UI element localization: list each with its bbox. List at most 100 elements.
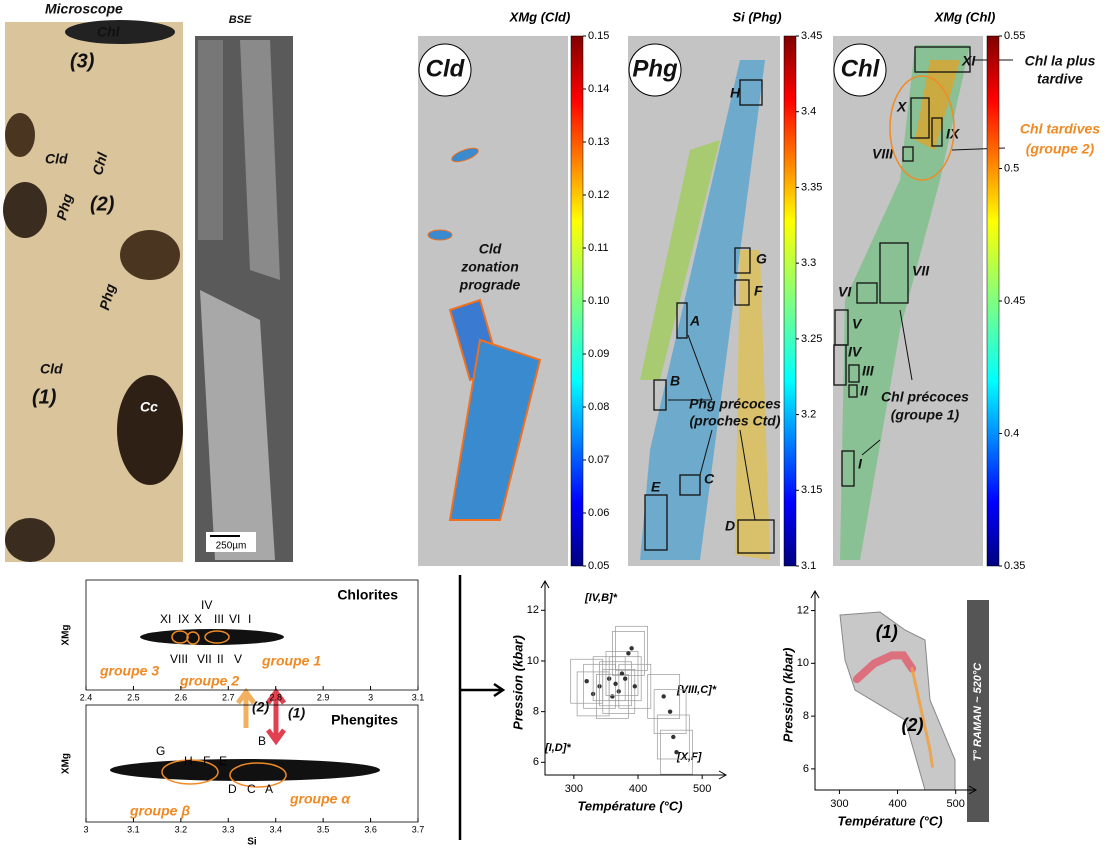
pt-field <box>839 611 956 791</box>
x-tick-label: 2.4 <box>80 692 93 702</box>
colorbar-tick-label: 3.15 <box>801 484 822 496</box>
point <box>613 681 618 686</box>
zone-box <box>734 247 751 274</box>
grain <box>200 290 275 560</box>
zone-label: IV <box>848 344 863 360</box>
y-tick-label: 10 <box>527 655 539 667</box>
x-tick-label: 2.6 <box>175 692 188 702</box>
zone-label: F <box>754 283 763 299</box>
point <box>674 749 679 755</box>
zone-box <box>734 279 750 306</box>
grain <box>3 182 47 238</box>
label: A <box>265 782 273 796</box>
axis <box>814 592 975 791</box>
x-tick-label: 400 <box>888 798 906 810</box>
group-ellipse <box>889 75 955 181</box>
arrow <box>265 687 287 746</box>
label: [X,F] <box>676 751 702 763</box>
y-tick-label: 8 <box>533 706 539 718</box>
microscope-panel: Microscope Chl (3) Cld Chl (2) Phg Phg C… <box>3 1 183 562</box>
colorbar-tick-label: 0.14 <box>588 83 609 95</box>
y-tick-label: 6 <box>803 763 809 775</box>
annotation: Chl la plus <box>1025 53 1096 69</box>
plot-title: Chlorites <box>337 587 398 603</box>
y-tick-label: 12 <box>527 604 539 616</box>
pt-box <box>653 689 687 734</box>
y-axis-label: XMg <box>61 753 72 774</box>
arrow <box>235 687 257 728</box>
zone-box <box>679 474 701 496</box>
pt-box <box>615 625 648 671</box>
pt-box <box>660 729 693 775</box>
zone-label: XI <box>961 53 976 69</box>
colorbar-tick-label: 0.4 <box>1004 427 1019 439</box>
label: C <box>247 782 256 796</box>
pt-path <box>852 651 917 684</box>
grain <box>915 60 960 150</box>
axis-arrow <box>540 579 728 780</box>
annotation: (groupe 2) <box>1026 141 1095 157</box>
panel-title: Microscope <box>45 1 123 17</box>
annotation: tardive <box>1037 71 1083 87</box>
colorbar-tick-label: 0.10 <box>588 295 609 307</box>
label: II <box>217 652 224 666</box>
y-tick-label: 8 <box>803 710 809 722</box>
colorbar-tick-label: 0.08 <box>588 401 609 413</box>
arrow <box>458 575 506 840</box>
colorbar-tick-label: 3.25 <box>801 333 822 345</box>
zone-box <box>737 519 775 554</box>
zone-label: VIII <box>872 146 894 162</box>
group-ellipses <box>161 630 287 788</box>
colorbar-tick-label: 3.2 <box>801 408 816 420</box>
grain <box>640 60 765 560</box>
label: Phg <box>96 282 118 312</box>
zone-box <box>676 302 688 339</box>
pt-path <box>910 667 934 768</box>
pt-box <box>618 663 652 709</box>
label: V <box>234 652 242 666</box>
colorbar-title: XMg (Cld) <box>509 9 571 24</box>
pt-box <box>612 631 645 676</box>
y-axis-label: Pression (kbar) <box>780 648 795 743</box>
y-axis-label: XMg <box>61 624 72 645</box>
colorbar-tick-label: 3.35 <box>801 181 822 193</box>
zone-label: D <box>725 518 735 534</box>
colorbar-title: Si (Phg) <box>732 9 781 24</box>
grain <box>117 375 183 485</box>
colorbar-tick-label: 0.45 <box>1004 295 1025 307</box>
pt-box <box>647 674 681 719</box>
point <box>610 694 615 699</box>
label: (1) <box>32 386 57 408</box>
x-tick-label: 2.9 <box>317 692 330 702</box>
point-cloud <box>110 759 380 781</box>
x-axis-label: Si <box>247 837 257 846</box>
label: [IV,B]* <box>584 592 618 604</box>
badge <box>833 43 887 97</box>
x-tick-label: 300 <box>565 783 583 795</box>
zone-box <box>653 379 667 411</box>
label: B <box>258 734 266 748</box>
label: VI <box>229 612 240 626</box>
point <box>671 734 676 740</box>
x-tick-label: 500 <box>693 783 711 795</box>
zone-label: B <box>670 373 680 389</box>
colorbar-title: XMg (Chl) <box>934 9 996 24</box>
y-axis-label: Pression (kbar) <box>510 635 525 730</box>
group-label: groupe α <box>289 791 351 807</box>
colorbar-tick-label: 3.3 <box>801 257 816 269</box>
pt-box <box>605 651 639 696</box>
x-tick-label: 3.1 <box>127 824 140 834</box>
colorbar-tick-label: 0.11 <box>588 242 609 254</box>
label: Cld <box>45 151 68 167</box>
label: I <box>248 612 251 626</box>
zone-label: C <box>704 471 715 487</box>
zone-box <box>833 344 847 386</box>
zone-label: VII <box>912 263 930 279</box>
plot-frame <box>85 579 419 691</box>
label: Cc <box>140 399 158 415</box>
badge-label: Phg <box>632 55 678 82</box>
series-label: (1) <box>876 622 898 642</box>
label: D <box>228 782 237 796</box>
point <box>667 709 673 714</box>
x-tick-label: 2.5 <box>127 692 140 702</box>
